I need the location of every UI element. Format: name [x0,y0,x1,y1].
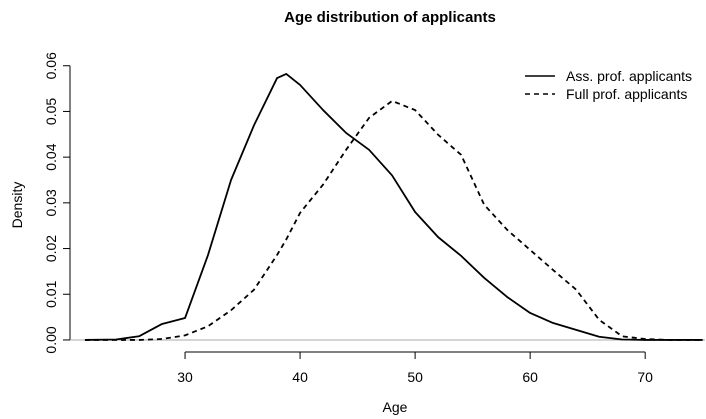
x-tick-label: 40 [292,369,308,385]
x-tick-label: 30 [177,369,193,385]
y-tick-label: 0.04 [43,143,59,170]
y-tick-label: 0.03 [43,189,59,216]
x-tick-label: 70 [637,369,653,385]
y-tick-label: 0.06 [43,52,59,79]
y-axis-label: Density [9,182,25,229]
y-tick-label: 0.05 [43,98,59,125]
density-line [84,73,703,341]
density-line [84,100,703,341]
x-axis-label: Age [383,399,408,415]
legend-label: Full prof. applicants [566,86,687,102]
x-tick-label: 50 [407,369,423,385]
y-tick-label: 0.00 [43,326,59,353]
legend-label: Ass. prof. applicants [566,68,692,84]
x-tick-label: 60 [522,369,538,385]
y-tick-label: 0.01 [43,280,59,307]
y-tick-label: 0.02 [43,235,59,262]
chart-title: Age distribution of applicants [284,9,496,26]
